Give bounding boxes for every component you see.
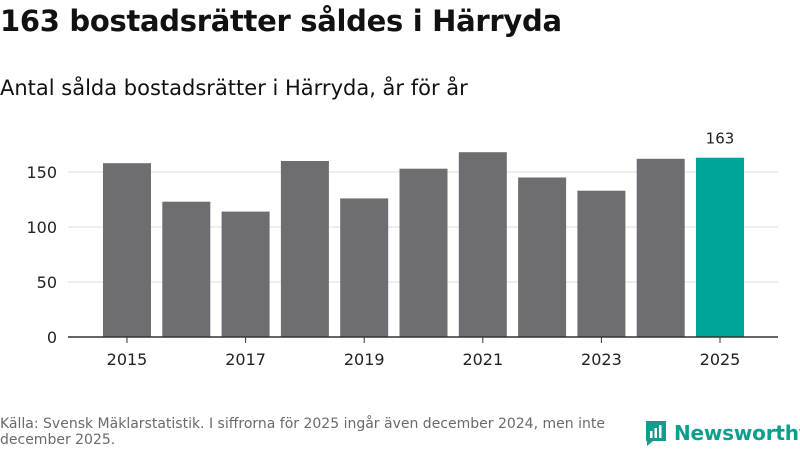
bar-2021 xyxy=(458,152,507,337)
bar-2017 xyxy=(221,211,270,337)
labels: 0 50 100 150 163 2015 2017 2019 2021 2023 2025 xyxy=(26,130,740,369)
y-tick-label: 100 xyxy=(26,218,57,237)
chart-title: 163 bostadsrätter såldes i Härryda xyxy=(0,4,562,38)
bar-2015 xyxy=(103,163,151,337)
bar-2019 xyxy=(340,198,389,337)
y-tick-label: 150 xyxy=(26,163,57,182)
x-tick-label: 2025 xyxy=(700,350,741,369)
x-tick-label: 2019 xyxy=(344,350,385,369)
y-tick-label: 0 xyxy=(47,328,57,347)
newsworthy-logo-text: Newsworthy xyxy=(674,421,800,445)
y-tick-label: 50 xyxy=(37,273,57,292)
x-tick-label: 2023 xyxy=(581,350,622,369)
bar-2020 xyxy=(399,168,448,337)
source-note: Källa: Svensk Mäklarstatistik. I siffror… xyxy=(0,416,605,448)
chart-subtitle: Antal sålda bostadsrätter i Härryda, år … xyxy=(0,76,468,100)
bar-chart: 0 50 100 150 163 2015 2017 2019 2021 2023 2025 xyxy=(26,130,778,369)
bar-2016 xyxy=(162,201,211,337)
bar-2025 xyxy=(696,157,744,337)
newsworthy-logo: Newsworthy xyxy=(644,419,800,447)
x-tick-label: 2021 xyxy=(462,350,503,369)
bar-2022 xyxy=(518,177,567,337)
bar-2018 xyxy=(280,161,329,337)
newsworthy-logo-icon xyxy=(646,421,666,446)
x-tick-label: 2017 xyxy=(225,350,266,369)
bars xyxy=(103,152,744,337)
bar-value-label: 163 xyxy=(706,130,735,148)
bar-2024 xyxy=(636,158,685,337)
bar-2023 xyxy=(577,190,626,337)
x-tick-label: 2015 xyxy=(107,350,148,369)
axes xyxy=(68,336,778,343)
